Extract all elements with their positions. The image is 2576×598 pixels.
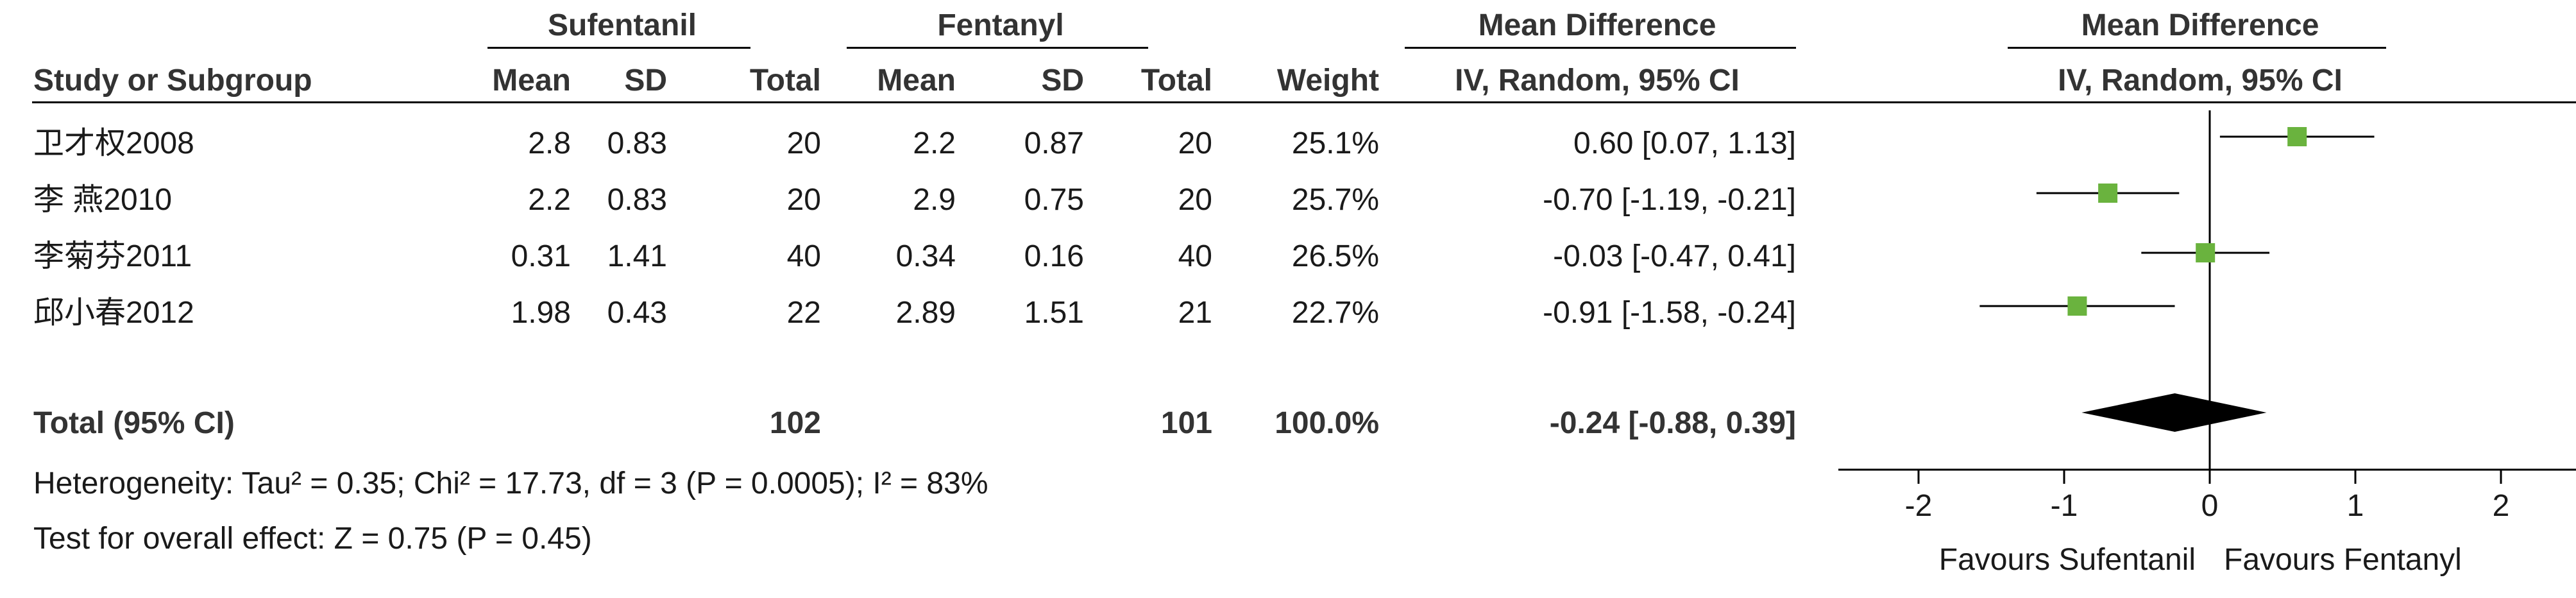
favours-left-label: Favours Sufentanil — [1939, 543, 2196, 577]
total1-header: Total — [749, 64, 821, 98]
sd2-header: SD — [1041, 64, 1084, 98]
weight: 25.1% — [1291, 126, 1379, 160]
group2-rule — [847, 47, 1148, 49]
point-estimate-marker — [2067, 296, 2087, 316]
mean-difference-ci: -0.91 [-1.58, -0.24] — [1543, 296, 1796, 330]
favours-right-label: Favours Fentanyl — [2224, 543, 2462, 577]
x-tick-label: 1 — [2347, 489, 2364, 523]
weight: 26.5% — [1291, 239, 1379, 273]
sufentanil-mean: 2.8 — [528, 126, 571, 160]
total-label: Total (95% CI) — [33, 406, 235, 440]
fentanyl-sd: 0.75 — [1024, 183, 1084, 217]
ci-plot-header: IV, Random, 95% CI — [2058, 64, 2343, 98]
study-name: 李 燕2010 — [33, 183, 173, 217]
fentanyl-mean: 0.34 — [895, 239, 956, 273]
fentanyl-sd: 1.51 — [1024, 296, 1084, 330]
fentanyl-total: 21 — [1178, 296, 1212, 330]
mean2-header: Mean — [877, 64, 956, 98]
total-ci: -0.24 [-0.88, 0.39] — [1549, 406, 1796, 440]
study-name: 李菊芬2011 — [33, 239, 192, 273]
fentanyl-mean: 2.9 — [913, 183, 956, 217]
sufentanil-total: 22 — [786, 296, 821, 330]
sufentanil-total: 40 — [786, 239, 821, 273]
fentanyl-total: 20 — [1178, 126, 1212, 160]
pooled-diamond — [2081, 393, 2267, 432]
weight: 22.7% — [1291, 296, 1379, 330]
sufentanil-total: 20 — [786, 126, 821, 160]
total-weight: 100.0% — [1275, 406, 1379, 440]
sufentanil-sd: 1.41 — [607, 239, 667, 273]
point-estimate-marker — [2287, 127, 2307, 146]
x-tick-label: -1 — [2051, 489, 2078, 523]
header-bottom-rule — [32, 101, 2576, 103]
point-estimate-marker — [2098, 184, 2118, 203]
heterogeneity-text: Heterogeneity: Tau² = 0.35; Chi² = 17.73… — [33, 466, 988, 500]
x-tick-label: 0 — [2201, 489, 2219, 523]
group2-header: Fentanyl — [937, 8, 1064, 42]
study-name: 卫才权2008 — [33, 126, 194, 160]
fentanyl-total: 40 — [1178, 239, 1212, 273]
sufentanil-mean: 0.31 — [511, 239, 571, 273]
md-plot-header: Mean Difference — [2081, 8, 2319, 42]
group1-rule — [487, 47, 750, 49]
weight-header: Weight — [1276, 64, 1379, 98]
mean-difference-ci: -0.03 [-0.47, 0.41] — [1553, 239, 1796, 273]
fentanyl-sd: 0.87 — [1024, 126, 1084, 160]
sd1-header: SD — [624, 64, 667, 98]
sufentanil-sd: 0.83 — [607, 126, 667, 160]
sufentanil-mean: 2.2 — [528, 183, 571, 217]
sufentanil-sd: 0.43 — [607, 296, 667, 330]
md-table-header: Mean Difference — [1478, 8, 1716, 42]
study-column-header: Study or Subgroup — [33, 64, 312, 98]
sufentanil-total: 20 — [786, 183, 821, 217]
sufentanil-mean: 1.98 — [511, 296, 571, 330]
fentanyl-mean: 2.2 — [913, 126, 956, 160]
fentanyl-mean: 2.89 — [895, 296, 956, 330]
total2-header: Total — [1140, 64, 1212, 98]
ci-table-header: IV, Random, 95% CI — [1455, 64, 1740, 98]
study-name: 邱小春2012 — [33, 296, 194, 330]
mean-difference-ci: -0.70 [-1.19, -0.21] — [1543, 183, 1796, 217]
x-tick-label: 2 — [2493, 489, 2510, 523]
total-n1: 102 — [769, 406, 821, 440]
fentanyl-total: 20 — [1178, 183, 1212, 217]
point-estimate-marker — [2196, 243, 2216, 262]
group1-header: Sufentanil — [547, 8, 697, 42]
fentanyl-sd: 0.16 — [1024, 239, 1084, 273]
mean1-header: Mean — [492, 64, 571, 98]
md-plot-rule — [2008, 47, 2386, 49]
md-table-rule — [1405, 47, 1796, 49]
total-n2: 101 — [1160, 406, 1212, 440]
weight: 25.7% — [1291, 183, 1379, 217]
sufentanil-sd: 0.83 — [607, 183, 667, 217]
mean-difference-ci: 0.60 [0.07, 1.13] — [1573, 126, 1796, 160]
overall-effect-text: Test for overall effect: Z = 0.75 (P = 0… — [33, 522, 592, 556]
x-tick-label: -2 — [1905, 489, 1933, 523]
